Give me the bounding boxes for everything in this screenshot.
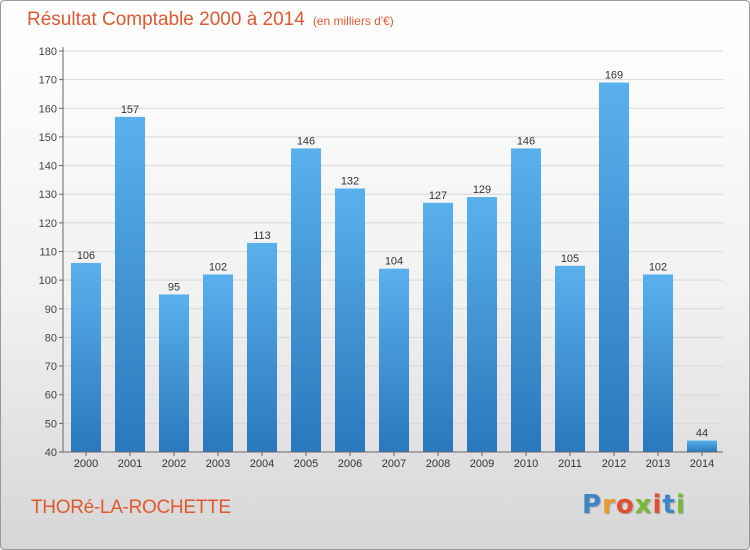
- value-label-2013: 102: [649, 261, 667, 273]
- bar-2006: [335, 188, 365, 452]
- x-tick-label-2012: 2012: [602, 458, 626, 470]
- bar-2001: [115, 116, 145, 452]
- y-tick-label: 130: [39, 189, 57, 201]
- bar-2010: [511, 148, 541, 452]
- chart-title: Résultat Comptable 2000 à 2014 (en millie…: [27, 9, 394, 31]
- x-tick-label-2014: 2014: [690, 458, 714, 470]
- x-tick-label-2000: 2000: [74, 458, 98, 470]
- bar-2012: [599, 82, 629, 452]
- title-text: Résultat Comptable 2000 à 2014: [27, 9, 305, 30]
- value-label-2005: 146: [297, 135, 315, 147]
- value-label-2011: 105: [561, 253, 579, 265]
- value-label-2010: 146: [517, 135, 535, 147]
- logo-letter: i: [652, 490, 663, 520]
- y-tick-label: 100: [39, 275, 57, 287]
- logo-letter: t: [662, 490, 676, 520]
- logo-letter: x: [634, 490, 653, 520]
- logo-letter: i: [675, 490, 686, 520]
- bars-group: [71, 82, 717, 452]
- x-tick-label-2004: 2004: [250, 458, 274, 470]
- y-tick-label: 50: [45, 418, 57, 430]
- bar-2009: [467, 197, 497, 452]
- value-label-2014: 44: [696, 428, 708, 440]
- y-tick-label: 140: [39, 161, 57, 173]
- x-tick-label-2009: 2009: [470, 458, 494, 470]
- x-tick-label-2007: 2007: [382, 458, 406, 470]
- bar-2007: [379, 268, 409, 452]
- commune-name: THORé-LA-ROCHETTE: [31, 497, 231, 518]
- y-tick-label: 110: [39, 247, 57, 259]
- x-tick-label-2001: 2001: [118, 458, 142, 470]
- x-tick-label-2013: 2013: [646, 458, 670, 470]
- x-tick-label-2011: 2011: [558, 458, 582, 470]
- x-tick-label-2005: 2005: [294, 458, 318, 470]
- bar-2004: [247, 242, 277, 452]
- bar-2002: [159, 294, 189, 452]
- value-label-2006: 132: [341, 175, 359, 187]
- value-label-2001: 157: [121, 104, 139, 116]
- y-tick-label: 80: [45, 332, 57, 344]
- bar-2014: [687, 440, 717, 452]
- value-label-2009: 129: [473, 184, 491, 196]
- value-label-2003: 102: [209, 261, 227, 273]
- value-label-2004: 113: [253, 230, 271, 242]
- bar-2011: [555, 265, 585, 452]
- y-tick-label: 120: [39, 218, 57, 230]
- logo-letter: o: [615, 490, 635, 520]
- value-label-2008: 127: [429, 190, 447, 202]
- y-tick-label: 170: [39, 75, 57, 87]
- bar-2013: [643, 274, 673, 452]
- x-tick-label-2006: 2006: [338, 458, 362, 470]
- y-tick-label: 160: [39, 103, 57, 115]
- x-tick-label-2010: 2010: [514, 458, 538, 470]
- bar-2008: [423, 202, 453, 452]
- bar-2005: [291, 148, 321, 452]
- value-label-2007: 104: [385, 256, 403, 268]
- y-tick-label: 70: [45, 361, 57, 373]
- y-tick-label: 90: [45, 304, 57, 316]
- y-tick-label: 150: [39, 132, 57, 144]
- logo-letter: P: [582, 490, 603, 520]
- axes: 40 50 60 70 80 90 100 110 120 130 140 150 160 170 180 2…: [39, 46, 723, 470]
- bar-2000: [71, 262, 101, 452]
- y-tick-label: 180: [39, 46, 57, 58]
- subtitle-text: (en milliers d'€): [312, 14, 394, 28]
- value-label-2012: 169: [605, 70, 623, 82]
- x-tick-label-2008: 2008: [426, 458, 450, 470]
- y-tick-label: 40: [45, 447, 57, 459]
- value-label-2000: 106: [77, 250, 95, 262]
- bar-2003: [203, 274, 233, 452]
- logo-letter: r: [602, 490, 616, 520]
- x-tick-label-2003: 2003: [206, 458, 230, 470]
- value-labels: 106 157 95 102 113 146 132 104 127 129 146 105 169 10…: [77, 70, 708, 440]
- bar-chart: 106 157 95 102 113 146 132 104 127 129 146 105 169 10…: [39, 46, 723, 470]
- y-tick-label: 60: [45, 390, 57, 402]
- value-label-2002: 95: [168, 281, 180, 293]
- proxiti-logo[interactable]: Proxiti: [582, 490, 686, 520]
- x-tick-label-2002: 2002: [162, 458, 186, 470]
